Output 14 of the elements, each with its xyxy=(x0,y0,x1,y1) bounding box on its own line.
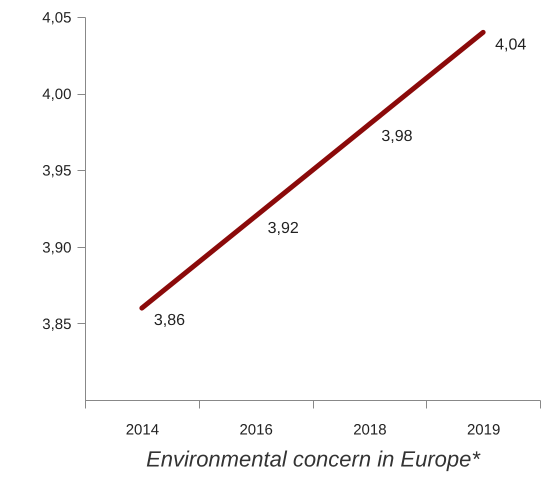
y-tick-label: 3,95 xyxy=(42,162,72,180)
x-tick-label: 2019 xyxy=(466,422,500,438)
x-axis-title: Environmental concern in Europe* xyxy=(146,446,482,472)
data-label: 3,86 xyxy=(154,312,186,330)
y-tick-label: 3,90 xyxy=(42,239,72,256)
y-tick-label: 3,85 xyxy=(42,316,72,333)
data-label: 4,04 xyxy=(495,36,526,54)
y-tick-label: 4,00 xyxy=(42,86,72,104)
x-tick-label: 2014 xyxy=(126,422,160,438)
y-tick-label: 4,05 xyxy=(42,10,72,26)
data-label: 3,92 xyxy=(268,220,299,238)
x-tick-label: 2018 xyxy=(353,422,387,438)
data-label: 3,98 xyxy=(381,128,413,146)
x-tick-label: 2016 xyxy=(239,422,273,438)
